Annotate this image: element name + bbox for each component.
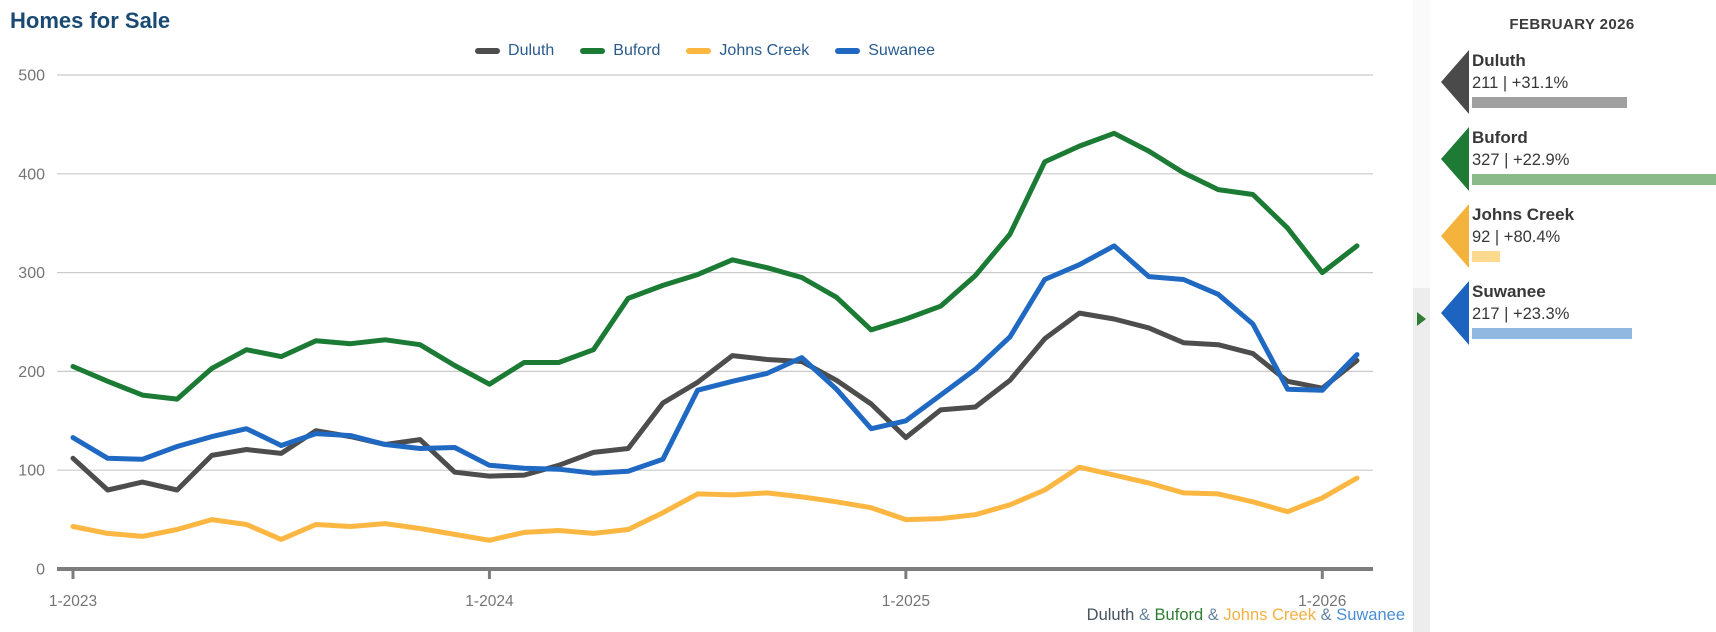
caption-separator: & <box>1316 606 1337 624</box>
series-line-duluth[interactable] <box>70 310 1360 493</box>
arrow-left-icon <box>1441 50 1469 114</box>
x-axis-label: 1-2026 <box>1298 593 1346 610</box>
caption-city-duluth: Duluth <box>1086 606 1135 624</box>
city-bar <box>1472 328 1632 339</box>
legend-item-buford[interactable]: Buford <box>580 42 660 60</box>
legend-item-johns-creek[interactable]: Johns Creek <box>686 42 809 60</box>
city-bar <box>1472 251 1500 262</box>
caption-city-johns-creek: Johns Creek <box>1223 606 1316 624</box>
city-stat: 92 | +80.4% <box>1472 228 1561 246</box>
city-block-duluth: Duluth 211 | +31.1% <box>1441 50 1627 114</box>
city-stat: 217 | +23.3% <box>1472 305 1570 323</box>
caption-city-buford: Buford <box>1154 606 1204 624</box>
series-line-suwanee[interactable] <box>70 243 1360 476</box>
y-axis-label: 400 <box>18 166 45 183</box>
y-axis-label: 0 <box>36 562 45 579</box>
summary-panel: FEBRUARY 2026 Duluth 211 | +31.1% Buford… <box>1436 0 1716 632</box>
legend-item-duluth[interactable]: Duluth <box>475 42 554 60</box>
x-axis-label: 1-2024 <box>465 593 514 610</box>
arrow-left-icon <box>1441 127 1469 191</box>
city-name: Duluth <box>1472 51 1526 70</box>
arrow-left-icon <box>1441 204 1469 268</box>
legend-label: Johns Creek <box>719 42 810 59</box>
legend-swatch-icon <box>475 48 501 54</box>
x-axis-label: 1-2025 <box>882 593 930 610</box>
caption-city-suwanee: Suwanee <box>1336 606 1405 624</box>
arrow-left-icon <box>1441 281 1469 345</box>
city-block-buford: Buford 327 | +22.9% <box>1441 127 1716 191</box>
series-line-johns-creek[interactable] <box>70 464 1360 543</box>
page-title: Homes for Sale <box>10 8 171 33</box>
legend-label: Buford <box>613 42 661 59</box>
city-stat: 211 | +31.1% <box>1472 74 1569 92</box>
legend-swatch-icon <box>835 48 861 54</box>
legend-swatch-icon <box>686 48 712 54</box>
y-axis-label: 300 <box>18 265 45 282</box>
city-name: Buford <box>1472 128 1528 147</box>
chart-caption: Duluth & Buford & Johns Creek & Suwanee <box>0 606 1405 625</box>
series-line-buford[interactable] <box>70 130 1360 402</box>
y-axis-label: 100 <box>18 463 45 480</box>
expand-panel-arrow-icon[interactable] <box>1417 312 1426 326</box>
panel-heading: FEBRUARY 2026 <box>1509 16 1635 33</box>
chart-legend: Duluth Buford Johns Creek Suwanee <box>0 40 1410 62</box>
city-bar <box>1472 174 1716 185</box>
legend-item-suwanee[interactable]: Suwanee <box>835 42 935 60</box>
city-name: Johns Creek <box>1472 205 1575 224</box>
legend-label: Suwanee <box>868 42 935 59</box>
panel-divider-thumb <box>1413 288 1430 632</box>
y-axis-label: 200 <box>18 364 45 381</box>
caption-separator: & <box>1134 606 1155 624</box>
caption-separator: & <box>1203 606 1224 624</box>
x-axis-label: 1-2023 <box>49 593 97 610</box>
city-name: Suwanee <box>1472 282 1546 301</box>
city-stat: 327 | +22.9% <box>1472 151 1570 169</box>
legend-swatch-icon <box>580 48 606 54</box>
city-block-suwanee: Suwanee 217 | +23.3% <box>1441 281 1632 345</box>
homes-for-sale-chart: 0 100 200 300 400 500 1-2023 1-2024 1-2025 1-2026 <box>18 68 1373 610</box>
city-bar <box>1472 97 1627 108</box>
city-block-johns-creek: Johns Creek 92 | +80.4% <box>1441 204 1574 268</box>
y-axis-label: 500 <box>18 68 45 85</box>
legend-label: Duluth <box>508 42 555 59</box>
